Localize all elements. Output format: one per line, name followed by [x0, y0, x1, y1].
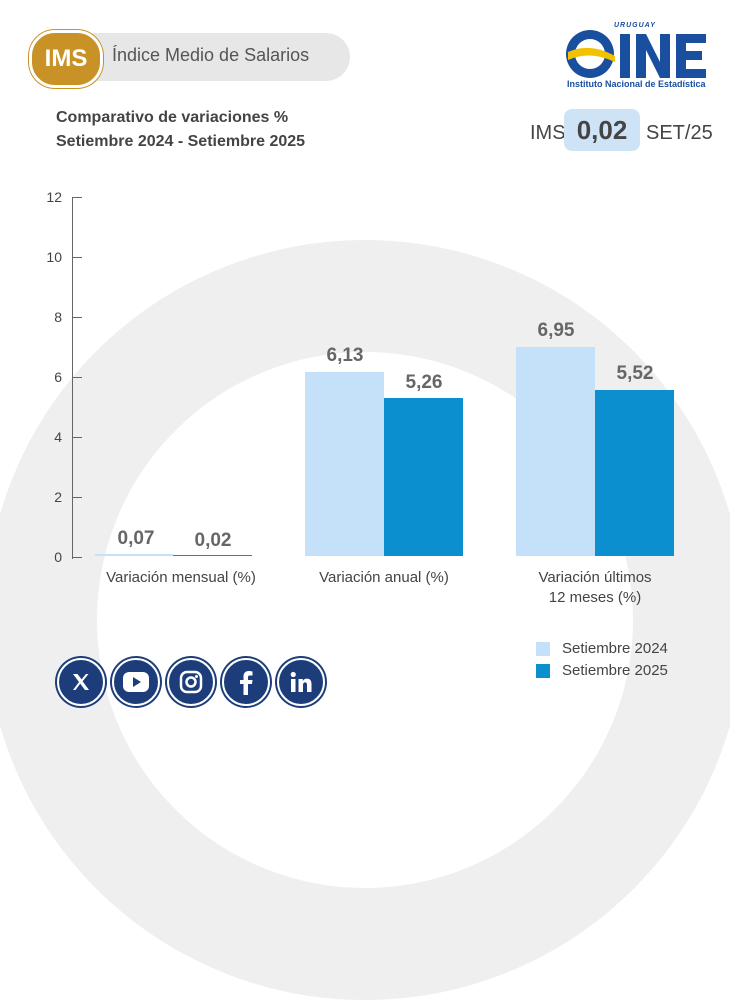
bar-value-label: 6,95: [537, 320, 575, 341]
y-tick: [72, 497, 82, 498]
legend-label: Setiembre 2025: [562, 662, 668, 679]
linkedin-icon[interactable]: [277, 658, 325, 706]
bar-2025-mensual: [173, 555, 252, 556]
facebook-icon[interactable]: [222, 658, 270, 706]
bar-2025-anual: [384, 398, 463, 556]
ims-badge: IMS: [29, 30, 103, 88]
kpi-label: IMS: [530, 122, 566, 144]
bar-2024-anual: [305, 372, 384, 556]
y-tick-label: 6: [54, 369, 62, 385]
instagram-icon[interactable]: [167, 658, 215, 706]
bar-value-label: 0,07: [117, 528, 155, 549]
y-tick: [72, 197, 82, 198]
page-title: Índice Medio de Salarios: [112, 45, 310, 65]
bar-value-label: 0,02: [194, 530, 232, 551]
bar-value-label: 5,26: [405, 372, 443, 393]
y-tick-label: 2: [54, 489, 62, 505]
category-label: Variación mensual (%): [106, 569, 256, 586]
y-tick-label: 10: [46, 249, 62, 265]
subtitle-line-1: Comparativo de variaciones %: [56, 109, 289, 126]
kpi-period: SET/25: [646, 122, 713, 144]
subtitle-line-2: Setiembre 2024 - Setiembre 2025: [56, 133, 306, 150]
logo-country: URUGUAY: [614, 22, 656, 29]
category-label: Variación anual (%): [319, 569, 449, 586]
y-tick-label: 4: [54, 429, 62, 445]
kpi-value: 0,02: [564, 109, 640, 151]
y-axis: [72, 197, 73, 559]
y-tick-label: 12: [46, 189, 62, 205]
y-tick: [72, 317, 82, 318]
y-tick-label: 0: [54, 549, 62, 565]
y-tick: [72, 557, 82, 558]
y-tick: [72, 257, 82, 258]
bar-value-label: 5,52: [616, 363, 654, 384]
y-tick: [72, 377, 82, 378]
category-label: Variación últimos 12 meses (%): [538, 569, 652, 606]
chart-subtitle: Comparativo de variaciones % Setiembre 2…: [56, 106, 305, 154]
bar-value-label: 6,13: [326, 345, 364, 366]
bar-2024-12m: [516, 347, 595, 556]
legend-label: Setiembre 2024: [562, 640, 668, 657]
legend-swatch: [536, 663, 550, 678]
bar-2024-mensual: [95, 554, 173, 556]
legend-item-2025: Setiembre 2025: [536, 662, 668, 679]
ine-logo-icon: [566, 30, 706, 78]
x-icon[interactable]: [57, 658, 105, 706]
legend-item-2024: Setiembre 2024: [536, 640, 668, 657]
y-tick: [72, 437, 82, 438]
y-tick-label: 8: [54, 309, 62, 325]
youtube-icon[interactable]: [112, 658, 160, 706]
logo-full-name: Instituto Nacional de Estadística: [567, 79, 706, 89]
legend-swatch: [536, 641, 550, 656]
bar-2025-12m: [595, 390, 674, 556]
